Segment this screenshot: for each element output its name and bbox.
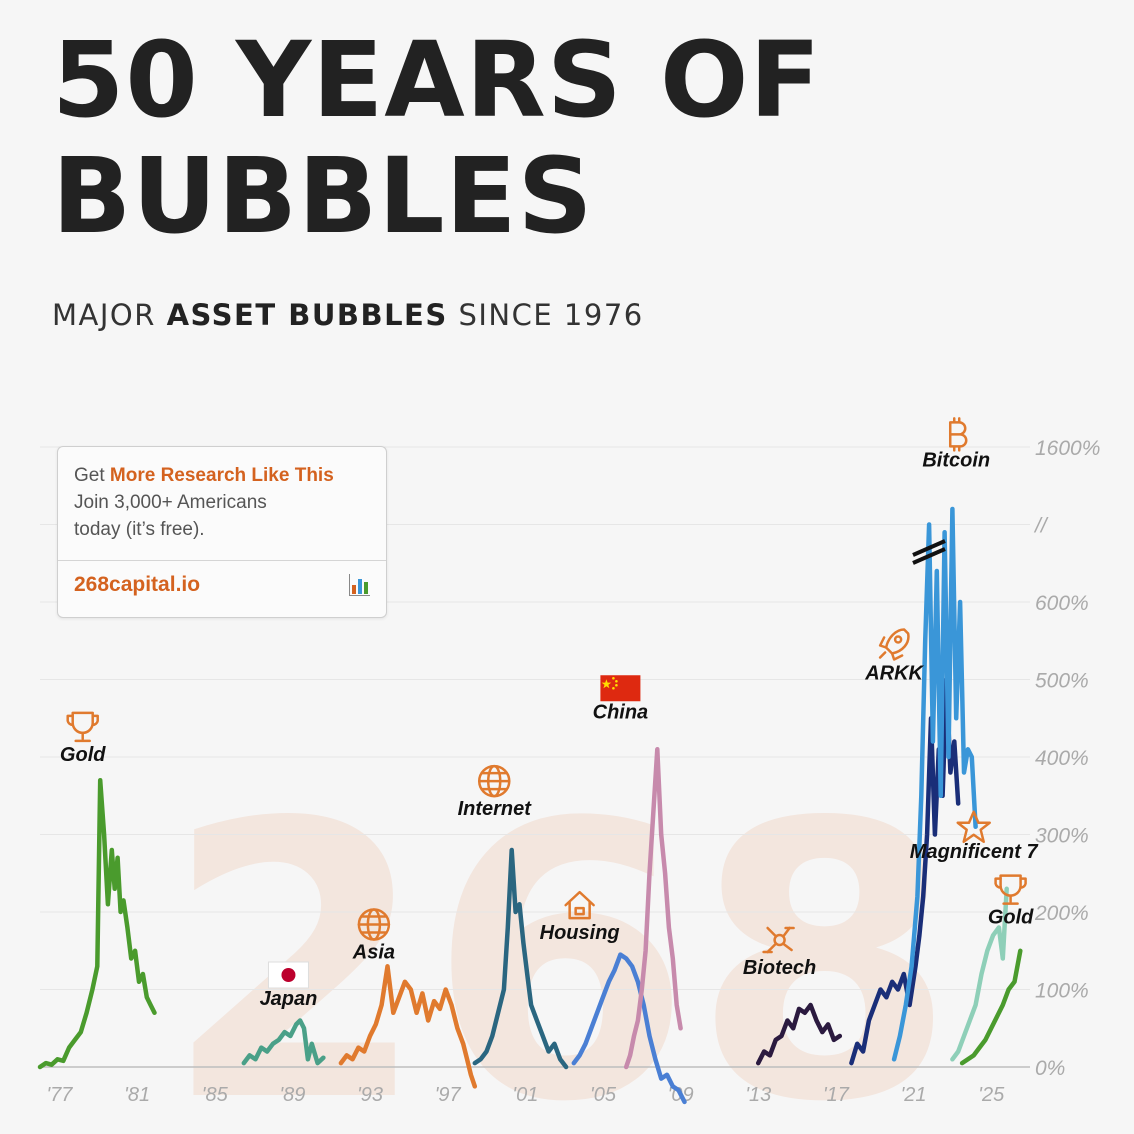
y-tick-label: 200% — [1034, 902, 1089, 925]
series-label: Gold — [60, 744, 106, 766]
x-tick-label: '97 — [435, 1084, 462, 1106]
bar-chart-icon — [349, 574, 370, 596]
site-link[interactable]: 268capital.io — [74, 573, 201, 596]
x-tick-label: '77 — [46, 1084, 73, 1106]
y-tick-label: 600% — [1035, 592, 1089, 615]
y-tick-label: 1600% — [1035, 437, 1100, 460]
china-flag-icon — [600, 675, 641, 702]
series-label: Magnificent 7 — [910, 841, 1039, 863]
series-line — [950, 886, 1009, 1062]
page-title: 50 YEARS OF BUBBLES — [52, 19, 822, 257]
y-tick-label: 100% — [1035, 980, 1089, 1003]
x-tick-label: '85 — [202, 1084, 229, 1106]
y-tick-label: 500% — [1035, 670, 1089, 693]
series-label: Housing — [540, 922, 620, 944]
molecule-icon — [762, 926, 795, 954]
series-line — [338, 964, 478, 1089]
globe-icon — [357, 908, 391, 941]
series-line — [755, 1002, 843, 1066]
x-tick-label: '21 — [900, 1084, 926, 1106]
page-subtitle: MAJOR ASSET BUBBLES SINCE 1976 — [52, 298, 644, 332]
series-line — [571, 952, 687, 1105]
japan-flag-icon — [267, 961, 309, 989]
series-label: Gold — [988, 907, 1034, 929]
x-tick-label: '01 — [512, 1084, 538, 1106]
series-line — [959, 948, 1023, 1066]
series-line — [849, 677, 961, 1066]
globe-icon — [477, 764, 511, 798]
star-icon — [956, 810, 991, 843]
series-label: Bitcoin — [922, 449, 990, 471]
x-tick-label: '25 — [978, 1084, 1005, 1106]
trophy-icon — [66, 711, 99, 743]
series-line — [891, 506, 978, 1062]
promo-card[interactable]: Get More Research Like This Join 3,000+ … — [57, 446, 387, 618]
series-label: Asia — [352, 942, 395, 964]
series-label: Internet — [458, 798, 533, 820]
series-label: ARKK — [864, 663, 924, 685]
x-tick-label: '13 — [745, 1084, 771, 1106]
series-label: Biotech — [743, 957, 816, 979]
series-line — [241, 1018, 326, 1066]
promo-line-2: Join 3,000+ Americans — [74, 492, 267, 513]
bitcoin-icon — [948, 417, 968, 452]
y-tick-label: 300% — [1035, 825, 1089, 848]
y-tick-label: 400% — [1035, 747, 1089, 770]
axis-break-mark — [912, 539, 946, 557]
x-tick-label: '89 — [279, 1084, 305, 1106]
x-tick-label: '93 — [357, 1084, 383, 1106]
series-line — [472, 847, 569, 1070]
axis-break-mark — [912, 547, 946, 565]
trophy-icon — [994, 874, 1027, 905]
series-line — [37, 778, 157, 1070]
series-label: China — [593, 701, 649, 723]
series-label: Japan — [260, 988, 318, 1010]
promo-line-1: Get More Research Like This — [74, 465, 334, 486]
x-tick-label: '05 — [590, 1084, 617, 1106]
x-tick-label: '17 — [823, 1084, 850, 1106]
watermark-text: 268 — [163, 742, 956, 1134]
house-icon — [564, 890, 595, 920]
y-tick-label: 0% — [1035, 1057, 1065, 1080]
x-tick-label: '81 — [124, 1084, 150, 1106]
rocket-icon — [878, 628, 910, 661]
series-line — [623, 747, 683, 1070]
y-tick-label: // — [1033, 515, 1049, 538]
promo-line-3: today (it’s free). — [74, 519, 205, 540]
